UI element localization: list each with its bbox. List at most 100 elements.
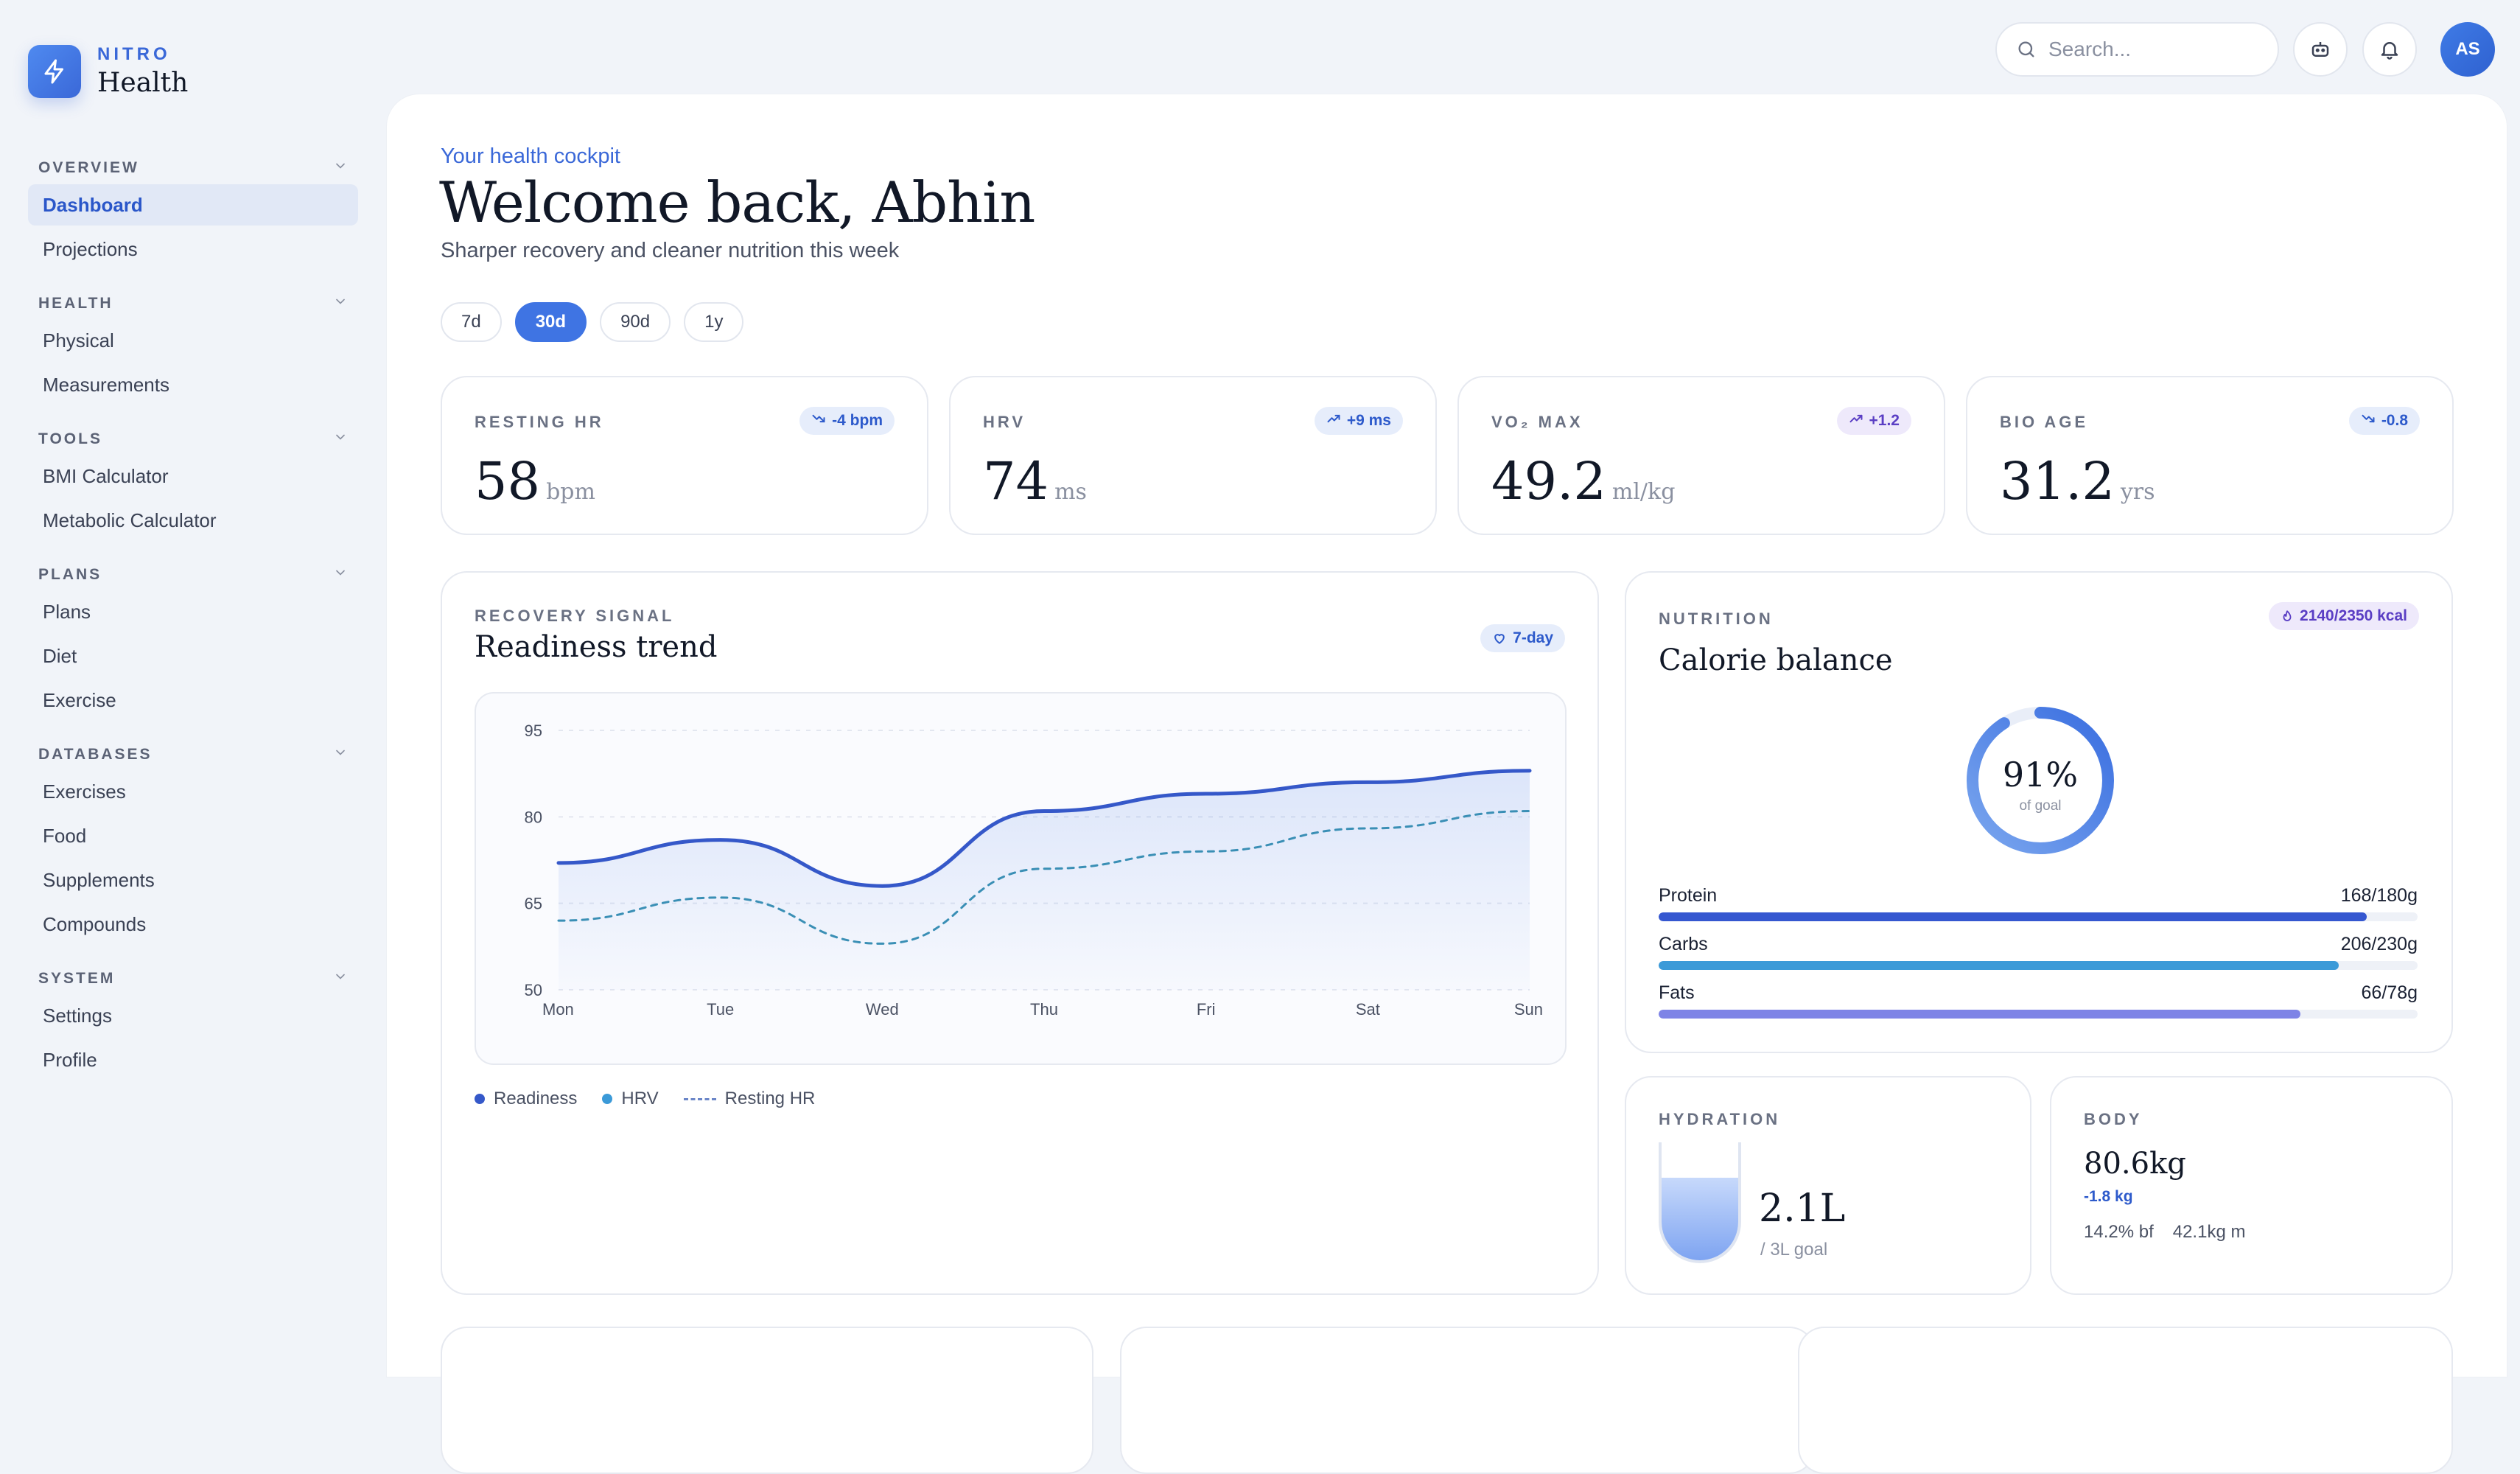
macro-progress-fill <box>1659 1010 2301 1019</box>
range-30d-button[interactable]: 30d <box>514 302 587 342</box>
range-1y-button[interactable]: 1y <box>684 302 744 342</box>
y-tick-label: 95 <box>525 722 542 740</box>
sidebar-item-exercises[interactable]: Exercises <box>43 780 126 803</box>
legend-resting-hr[interactable]: Resting HR <box>683 1089 815 1109</box>
sidebar-item-supplements[interactable]: Supplements <box>43 869 155 891</box>
page-kicker: Your health cockpit <box>441 144 620 168</box>
legend-hrv[interactable]: HRV <box>602 1089 659 1109</box>
range-90d-button[interactable]: 90d <box>600 302 671 342</box>
sidebar-item-bmi-calculator[interactable]: BMI Calculator <box>43 465 169 487</box>
nav-section-header-plans[interactable]: PLANS <box>28 559 358 591</box>
page-subtitle: Sharper recovery and cleaner nutrition t… <box>441 239 900 262</box>
macro-progress-track <box>1659 961 2418 970</box>
flame-icon <box>2283 610 2292 621</box>
macro-name: Carbs <box>1659 934 1708 954</box>
metric-label: RESTING HR <box>475 413 604 431</box>
nav-section-title: SYSTEM <box>38 970 116 987</box>
chevron-down-icon <box>333 294 348 313</box>
nav-section-title: OVERVIEW <box>38 159 139 176</box>
sidebar-item-physical[interactable]: Physical <box>43 329 114 352</box>
trend-down-icon <box>2361 411 2376 430</box>
series-line-resting-hr[interactable] <box>557 810 1531 945</box>
search-bar[interactable] <box>1995 22 2279 77</box>
trend-up-icon <box>1849 411 1863 430</box>
metric-label: VO₂ MAX <box>1491 413 1583 431</box>
bottom-card-1 <box>441 1327 1093 1474</box>
sidebar-item-settings[interactable]: Settings <box>43 1005 112 1027</box>
metric-delta: +9 ms <box>1346 412 1391 429</box>
metric-unit: yrs <box>2120 479 2155 505</box>
sidebar-item-plans[interactable]: Plans <box>43 601 91 623</box>
readiness-period-chip[interactable]: 7-day <box>1480 624 1565 652</box>
calorie-percent: 91% <box>2003 755 2078 794</box>
sidebar-nav: OVERVIEW Dashboard Projections HEALTH Physic… <box>28 152 358 1098</box>
readiness-kicker: RECOVERY SIGNAL <box>475 607 675 625</box>
metric-value-row: 31.2 yrs <box>2000 451 2155 511</box>
sidebar-item-diet[interactable]: Diet <box>43 645 77 667</box>
search-input[interactable] <box>2048 38 2255 61</box>
chevron-down-icon <box>333 745 348 764</box>
calorie-title: Calorie balance <box>1659 643 1893 677</box>
nav-section-header-health[interactable]: HEALTH <box>28 287 358 320</box>
metric-value: 58 <box>475 451 541 511</box>
x-tick-label: Thu <box>1030 1000 1058 1019</box>
metric-unit: ml/kg <box>1611 479 1676 505</box>
readiness-title: Readiness trend <box>475 630 718 664</box>
sidebar-item-metabolic-calculator[interactable]: Metabolic Calculator <box>43 509 217 531</box>
brand-kicker: NITRO <box>97 44 171 64</box>
calorie-card: NUTRITION Calorie balance 2140/2350 kcal… <box>1625 571 2453 1053</box>
robot-icon <box>2311 42 2329 57</box>
sidebar-item-food[interactable]: Food <box>43 825 87 847</box>
calorie-donut: 91% of goal <box>1967 707 2114 854</box>
notifications-button[interactable] <box>2362 22 2417 77</box>
metric-delta: -0.8 <box>2381 412 2408 429</box>
metric-delta-chip: +9 ms <box>1314 407 1403 435</box>
sidebar-item-exercise[interactable]: Exercise <box>43 689 116 711</box>
macro-carbs: Carbs 206/230g <box>1659 934 2418 970</box>
range-7d-button[interactable]: 7d <box>441 302 502 342</box>
legend-dot-readiness <box>475 1094 485 1104</box>
trend-up-icon <box>1326 411 1341 430</box>
hydration-goal: / 3L goal <box>1760 1240 1828 1260</box>
metric-card-hrv: HRV +9 ms 74 ms <box>949 376 1437 535</box>
brand[interactable]: NITRO Health <box>28 44 188 98</box>
metric-delta-chip: +1.2 <box>1836 407 1911 435</box>
nav-section-header-databases[interactable]: DATABASES <box>28 738 358 771</box>
nav-section-header-system[interactable]: SYSTEM <box>28 963 358 995</box>
body-card: BODY 80.6kg -1.8 kg 14.2% bf 42.1kg m <box>2050 1076 2453 1295</box>
body-muscle: 42.1kg m <box>2172 1222 2246 1242</box>
nav-section-system: SYSTEM Settings Profile <box>28 963 358 1080</box>
nav-section-header-tools[interactable]: TOOLS <box>28 423 358 455</box>
range-selector: 7d 30d 90d 1y <box>441 302 744 342</box>
nav-section-title: DATABASES <box>38 746 153 763</box>
sidebar-item-measurements[interactable]: Measurements <box>43 374 169 396</box>
macro-protein: Protein 168/180g <box>1659 885 2418 921</box>
nav-section-title: TOOLS <box>38 430 102 447</box>
nav-section-health: HEALTH Physical Measurements <box>28 287 358 405</box>
macro-fats: Fats 66/78g <box>1659 982 2418 1019</box>
legend-label-hrv: HRV <box>621 1089 659 1108</box>
nav-section-plans: PLANS Plans Diet Exercise <box>28 559 358 721</box>
calorie-chip: 2140/2350 kcal <box>2269 602 2419 630</box>
nav-section-title: HEALTH <box>38 295 113 312</box>
sidebar-item-profile[interactable]: Profile <box>43 1049 97 1071</box>
metric-unit: bpm <box>546 479 595 505</box>
x-tick-label: Wed <box>866 1000 899 1019</box>
metric-card-resting-hr: RESTING HR -4 bpm 58 bpm <box>441 376 928 535</box>
heart-icon <box>1494 634 1505 644</box>
macro-progress-track <box>1659 912 2418 921</box>
calorie-chip-label: 2140/2350 kcal <box>2300 607 2407 624</box>
nav-section-header-overview[interactable]: OVERVIEW <box>28 152 358 184</box>
series-line-readiness[interactable] <box>556 769 1532 888</box>
assistant-button[interactable] <box>2293 22 2348 77</box>
metric-value-row: 58 bpm <box>475 451 595 511</box>
legend-dot-hrv <box>602 1094 613 1104</box>
sidebar-item-projections[interactable]: Projections <box>43 238 138 260</box>
nav-section-title: PLANS <box>38 566 102 583</box>
sidebar-item-compounds[interactable]: Compounds <box>43 913 147 935</box>
user-avatar[interactable]: AS <box>2440 22 2495 77</box>
legend-label-readiness: Readiness <box>494 1089 578 1108</box>
legend-readiness[interactable]: Readiness <box>475 1089 577 1109</box>
y-tick-label: 80 <box>525 808 542 826</box>
sidebar-item-dashboard[interactable]: Dashboard <box>28 184 358 226</box>
